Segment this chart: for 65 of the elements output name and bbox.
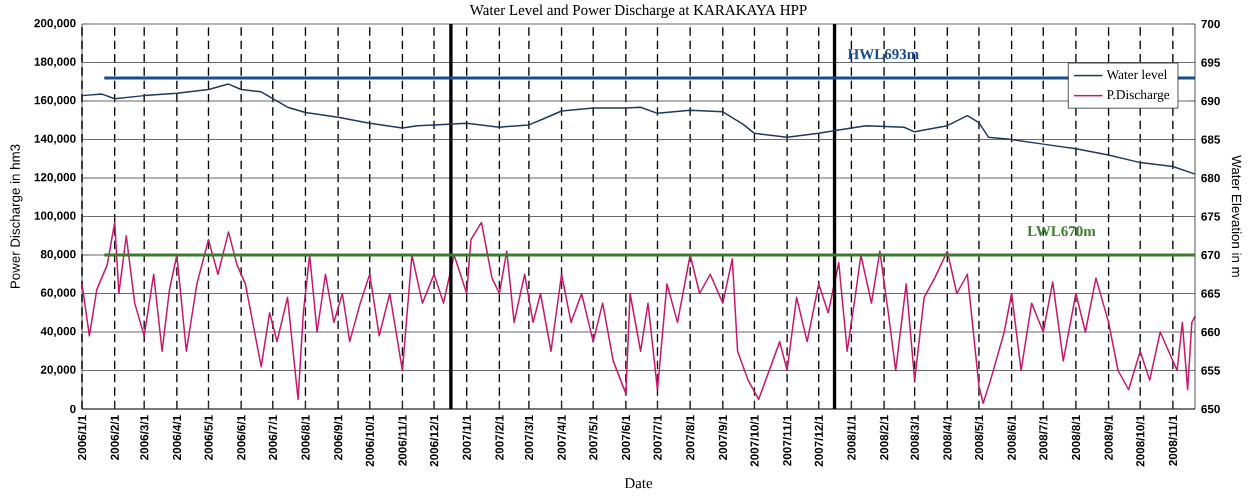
y2-axis-title: Water Elevation in m (1231, 155, 1242, 277)
x-tick-label: 2008/5/1 (974, 415, 984, 460)
y2-tick-label: 690 (1201, 96, 1220, 106)
x-tick-label: 2006/12/1 (429, 415, 439, 467)
y-tick-label: 40,000 (40, 327, 76, 337)
y-axis-title: Power Discharge in hm3 (10, 144, 23, 289)
x-tick-label: 2006/3/1 (139, 415, 149, 460)
x-tick-label: 2006/5/1 (204, 415, 213, 460)
x-tick-label: 2008/2/1 (879, 415, 889, 460)
x-tick-label: 2007/6/1 (621, 415, 631, 460)
x-tick-label: 2008/4/1 (942, 415, 952, 460)
y-tick-label: 200,000 (34, 19, 76, 29)
y2-tick-label: 680 (1201, 173, 1220, 183)
y-tick-label: 160,000 (34, 96, 76, 106)
x-tick-label: 2006/6/1 (236, 415, 246, 460)
x-tick-label: 2006/10/1 (365, 415, 375, 467)
y2-tick-label: 700 (1201, 19, 1220, 29)
y-tick-label: 120,000 (34, 173, 76, 183)
y-tick-label: 140,000 (34, 134, 76, 145)
y-tick-label: 60,000 (40, 288, 76, 299)
y2-tick-label: 660 (1201, 327, 1220, 337)
x-tick-label: 2007/4/1 (557, 415, 566, 460)
x-tick-label: 2007/12/1 (814, 415, 824, 467)
x-tick-label: 2007/7/1 (653, 415, 662, 460)
line-series (81, 83, 1196, 175)
x-tick-label: 2006/4/1 (172, 415, 182, 460)
y2-tick-label: 665 (1201, 289, 1221, 298)
x-tick-label: 2008/11/1 (1168, 415, 1178, 466)
x-tick-label: 2008/9/1 (1104, 415, 1113, 460)
x-tick-label: 2008/3/1 (910, 415, 919, 460)
legend-label: Water level (1106, 69, 1168, 80)
x-tick-label: 2007/10/1 (750, 415, 759, 467)
y-tick-label: 100,000 (34, 211, 76, 222)
x-tick-label: 2006/9/1 (333, 415, 343, 460)
y-tick-label: 80,000 (40, 250, 76, 260)
ref-line-label: HWL693m (847, 49, 919, 60)
x-axis-title: Date (624, 478, 653, 489)
chart-title: Water Level and Power Discharge at KARAKAYA HPP (469, 4, 807, 19)
x-tick-label: 2006/2/1 (110, 415, 120, 460)
y2-tick-label: 675 (1201, 212, 1221, 221)
x-tick-label: 2008/6/1 (1007, 415, 1016, 460)
y-tick-label: 180,000 (34, 57, 76, 68)
x-tick-label: 2008/8/1 (1071, 415, 1081, 460)
x-tick-label: 2007/1/1 (462, 415, 472, 460)
y2-tick-label: 655 (1201, 366, 1221, 375)
x-tick-label: 2006/8/1 (301, 415, 310, 460)
y-tick-label: 20,000 (40, 365, 76, 376)
legend-label: P.Discharge (1106, 89, 1170, 102)
x-tick-label: 2007/3/1 (524, 415, 534, 460)
x-tick-label: 2008/10/1 (1135, 415, 1145, 467)
y2-tick-label: 670 (1201, 250, 1220, 260)
x-tick-label: 2007/8/1 (685, 415, 695, 460)
x-tick-label: 2006/1/1 (77, 415, 87, 460)
x-tick-label: 2007/9/1 (718, 415, 728, 460)
x-tick-label: 2008/7/1 (1038, 415, 1048, 460)
y2-tick-label: 685 (1201, 135, 1221, 144)
x-tick-label: 2007/11/1 (782, 415, 792, 466)
x-tick-label: 2008/1/1 (847, 415, 856, 460)
x-tick-label: 2006/11/1 (398, 415, 407, 466)
x-tick-label: 2006/7/1 (268, 415, 278, 460)
y2-tick-label: 650 (1201, 404, 1220, 414)
y-tick-label: 0 (70, 404, 76, 414)
y2-tick-label: 695 (1201, 58, 1221, 67)
x-tick-label: 2007/2/1 (495, 415, 504, 460)
x-tick-label: 2007/5/1 (588, 415, 598, 460)
